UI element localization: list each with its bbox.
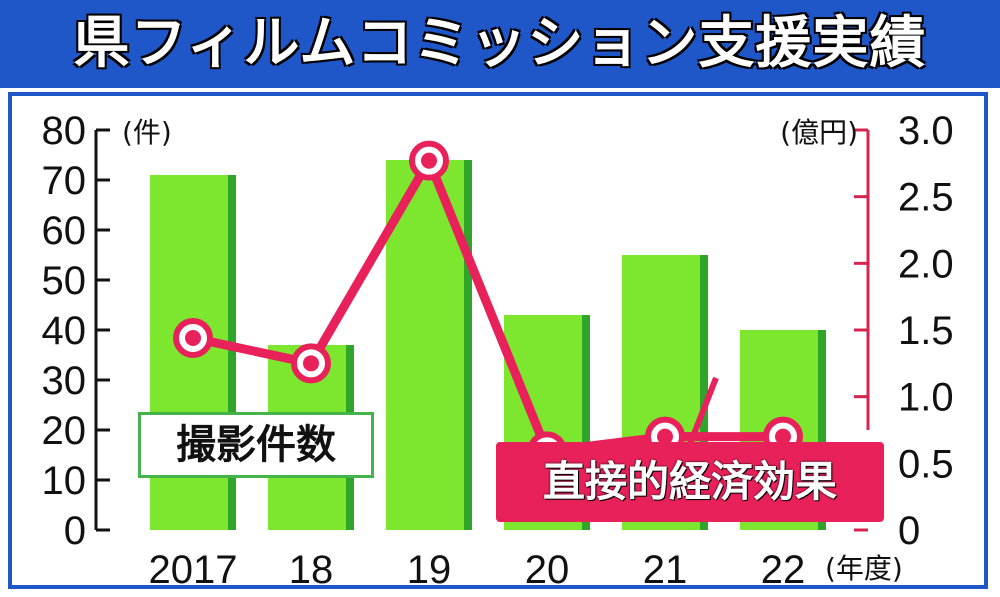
left-tick-label: 30 bbox=[42, 359, 87, 403]
legend-line-series: 直接的経済効果 bbox=[496, 442, 884, 522]
right-axis-unit: (億円) bbox=[780, 116, 858, 149]
left-tick-label: 50 bbox=[42, 259, 87, 303]
right-tick-label: 1.0 bbox=[898, 376, 954, 420]
x-tick-label: 22 bbox=[761, 548, 806, 592]
chart-title: 県フィルムコミッション支援実績 bbox=[73, 11, 927, 76]
bar-shade bbox=[228, 175, 236, 530]
left-tick-label: 60 bbox=[42, 209, 87, 253]
x-tick-label: 19 bbox=[407, 548, 452, 592]
bar-shade bbox=[700, 255, 708, 530]
line-point-inner bbox=[775, 428, 791, 445]
left-tick-label: 80 bbox=[42, 109, 87, 153]
title-bar: 県フィルムコミッション支援実績 bbox=[0, 0, 1000, 88]
line-point-inner bbox=[421, 152, 437, 169]
line-point-inner bbox=[303, 355, 319, 372]
right-tick-label: 2.0 bbox=[898, 242, 954, 286]
x-axis-unit: (年度) bbox=[825, 552, 903, 585]
x-tick-label: 2017 bbox=[149, 548, 238, 592]
line-point-inner bbox=[185, 330, 201, 346]
x-tick-label: 21 bbox=[643, 548, 688, 592]
left-tick-label: 10 bbox=[42, 459, 87, 503]
right-tick-label: 2.5 bbox=[898, 176, 954, 220]
x-tick-label: 18 bbox=[289, 548, 334, 592]
right-tick-label: 0 bbox=[898, 509, 920, 553]
left-tick-label: 0 bbox=[64, 509, 86, 553]
bar-shade bbox=[582, 315, 590, 530]
right-tick-label: 1.5 bbox=[898, 309, 954, 353]
legend-bar-series: 撮影件数 bbox=[138, 412, 374, 478]
bar-shade bbox=[818, 330, 826, 530]
bar-shade bbox=[464, 160, 472, 530]
left-tick-label: 70 bbox=[42, 159, 87, 203]
legend-pointer bbox=[687, 376, 719, 446]
plot-border bbox=[8, 92, 988, 589]
left-tick-label: 20 bbox=[42, 409, 87, 453]
left-axis-unit: (件) bbox=[122, 116, 172, 149]
line-point-inner bbox=[657, 428, 673, 445]
left-tick-label: 40 bbox=[42, 309, 87, 353]
x-tick-label: 20 bbox=[525, 548, 570, 592]
right-tick-label: 3.0 bbox=[898, 109, 954, 153]
right-tick-label: 0.5 bbox=[898, 442, 954, 486]
